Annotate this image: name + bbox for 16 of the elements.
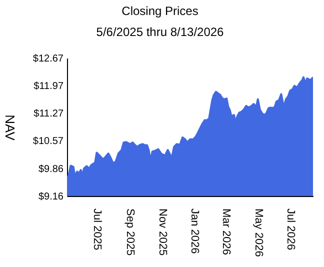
x-tick-label: Nov 2025 bbox=[156, 208, 168, 256]
x-tick-label: Sep 2025 bbox=[124, 208, 136, 256]
y-tick-label: $9.86 bbox=[38, 164, 64, 175]
y-tick-label: $12.67 bbox=[32, 54, 64, 64]
x-tick-label: May 2026 bbox=[252, 208, 264, 257]
y-tick-label: $11.97 bbox=[34, 81, 64, 92]
x-tick-label: Jul 2026 bbox=[284, 208, 297, 250]
x-tick-label: Jul 2025 bbox=[91, 208, 104, 250]
y-tick-label: $11.27 bbox=[34, 108, 64, 120]
chart-subtitle: 5/6/2025 thru 8/13/2026 bbox=[96, 25, 224, 39]
chart-title: Closing Prices bbox=[122, 4, 198, 18]
x-tick-label: Mar 2026 bbox=[220, 208, 232, 255]
x-tick-label: Jan 2026 bbox=[188, 208, 201, 254]
y-axis-title: NAV bbox=[2, 114, 18, 141]
y-tick-label: $10.57 bbox=[32, 136, 64, 148]
y-tick-label: $9.16 bbox=[38, 192, 64, 202]
